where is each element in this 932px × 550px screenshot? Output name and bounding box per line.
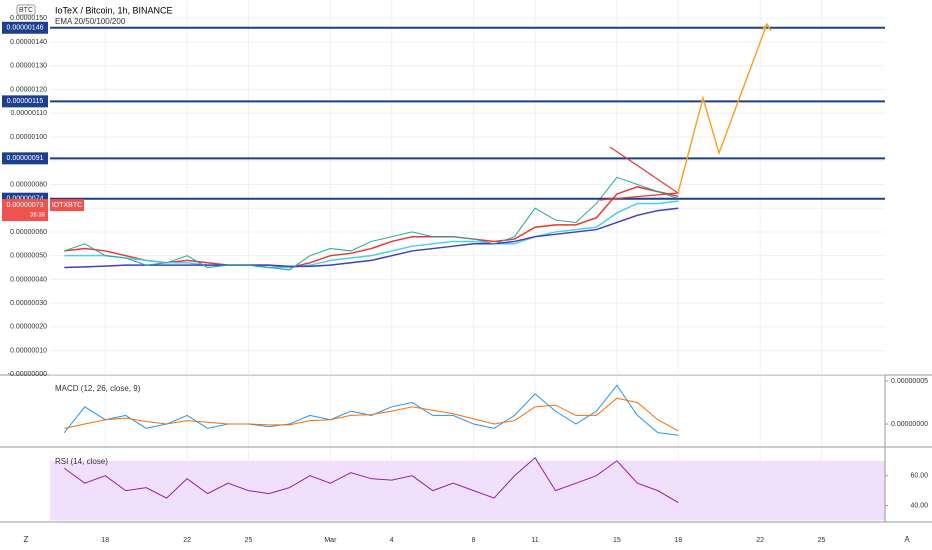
y-tick-label: 0.00000040 — [10, 276, 47, 283]
currency-box — [16, 4, 36, 16]
y-tick-label: 0.00000140 — [10, 39, 47, 46]
y-tick-label: 0.00000000 — [891, 421, 928, 428]
level-box — [2, 152, 48, 165]
level-label: 0.00000074 — [7, 196, 44, 203]
level-box — [2, 21, 48, 34]
x-tick-label: 25 — [245, 537, 253, 544]
price-box — [2, 199, 48, 222]
projection-arrow — [677, 23, 768, 194]
y-tick-label: 0.00000060 — [10, 229, 47, 236]
y-tick-label: 0.00000020 — [10, 324, 47, 331]
y-tick-label: 0.00000010 — [10, 347, 47, 354]
macd-title: MACD (12, 26, close, 9) — [55, 384, 141, 393]
y-tick-label: 0.00000110 — [11, 110, 48, 117]
currency: BTC — [19, 7, 33, 14]
y-tick-label: 0.00000005 — [891, 378, 928, 385]
corner-z[interactable]: Z — [24, 535, 29, 544]
x-tick-label: 22 — [183, 537, 191, 544]
y-tick-label: 0.00000080 — [10, 181, 47, 188]
y-tick-label: 40.00 — [910, 502, 928, 509]
y-tick-label: 0.00000120 — [10, 86, 47, 93]
rsi-title: RSI (14, close) — [55, 457, 108, 466]
level-box — [2, 95, 48, 108]
series-line — [64, 176, 679, 271]
indicator-label: EMA 20/50/100/200 — [55, 17, 126, 26]
x-tick-label: 11 — [531, 537, 538, 544]
y-tick-label: 0.00000100 — [10, 134, 47, 141]
x-tick-label: 18 — [101, 537, 109, 544]
x-tick-label: 4 — [390, 537, 394, 544]
x-tick-label: Mar — [324, 537, 337, 544]
y-tick-label: 0.00000050 — [10, 253, 47, 260]
x-tick-label: 15 — [613, 537, 621, 544]
series-line — [64, 457, 679, 504]
corner-a[interactable]: A — [904, 535, 910, 544]
chart-title: IoTeX / Bitcoin, 1h, BINANCE — [55, 5, 173, 15]
x-tick-label: 25 — [818, 537, 826, 544]
level-label: 0.00000146 — [7, 25, 44, 32]
countdown: 36:38 — [30, 213, 46, 219]
arrow-head — [761, 22, 772, 32]
y-tick-label: 60.00 — [910, 473, 928, 480]
rsi-band — [50, 460, 885, 521]
series-line — [64, 397, 679, 432]
y-tick-label: -0.00000000 — [8, 371, 47, 378]
x-tick-label: 8 — [472, 537, 476, 544]
symbol-box — [50, 199, 84, 212]
level-label: 0.00000091 — [7, 155, 44, 162]
x-tick-label: 22 — [756, 537, 764, 544]
y-tick-label: 0.00000130 — [10, 63, 47, 70]
price-label: 0.00000073 — [7, 202, 44, 209]
ema-line — [64, 207, 679, 269]
y-tick-label: 0.00000150 — [10, 15, 47, 22]
x-tick-label: 18 — [674, 537, 682, 544]
symbol-label: IOTXBTC — [52, 202, 82, 209]
y-tick-label: 0.00000030 — [10, 300, 47, 307]
level-label: 0.00000115 — [7, 98, 44, 105]
